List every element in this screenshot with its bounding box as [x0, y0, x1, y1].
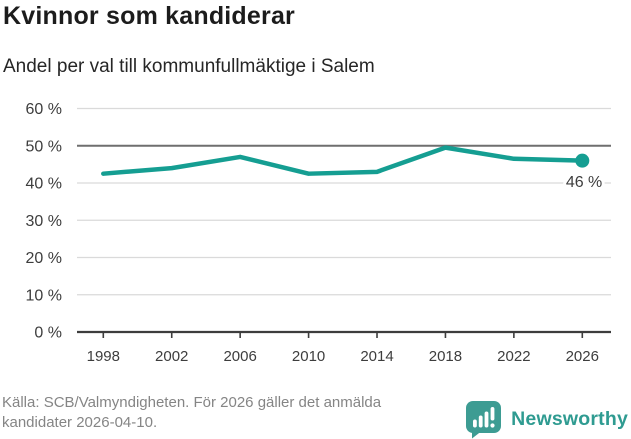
- y-axis-tick-label: 50 %: [26, 138, 62, 155]
- y-axis-tick-label: 20 %: [26, 250, 62, 267]
- y-axis-labels: 0 % 10 % 20 % 30 % 40 % 50 % 60 %: [26, 101, 62, 342]
- brand-logo: Newsworthy: [465, 400, 628, 439]
- x-axis-tick-label: 2002: [155, 348, 188, 365]
- brand-name: Newsworthy: [511, 408, 628, 430]
- newsworthy-icon: [466, 401, 502, 439]
- source-note: Källa: SCB/Valmyndigheten. För 2026 gäll…: [2, 394, 382, 431]
- x-axis: 1998 2002 2006 2010 2014 2018 2022 2026: [87, 332, 599, 365]
- chart-subtitle: Andel per val till kommunfullmäktige i S…: [3, 56, 375, 77]
- x-axis-tick-label: 2022: [497, 348, 530, 365]
- gridlines: [77, 107, 611, 334]
- y-axis-tick-label: 60 %: [26, 101, 62, 118]
- x-axis-tick-label: 1998: [87, 348, 120, 365]
- x-axis-tick-label: 2018: [429, 348, 462, 365]
- chart-title: Kvinnor som kandiderar: [3, 2, 295, 30]
- y-axis-tick-label: 40 %: [26, 176, 62, 193]
- x-axis-tick-label: 2010: [292, 348, 325, 365]
- end-point-marker: [575, 153, 590, 168]
- y-axis-tick-label: 0 %: [34, 325, 62, 342]
- data-series: [101, 145, 590, 176]
- x-axis-tick-label: 2014: [360, 348, 393, 365]
- x-axis-tick-label: 2006: [223, 348, 256, 365]
- annotations: 46 %: [563, 171, 605, 194]
- data-line: [101, 145, 585, 176]
- end-value-label: 46 %: [566, 174, 602, 191]
- y-axis-tick-label: 10 %: [26, 287, 62, 304]
- x-axis-tick-label: 2026: [566, 348, 599, 365]
- y-axis-tick-label: 30 %: [26, 213, 62, 230]
